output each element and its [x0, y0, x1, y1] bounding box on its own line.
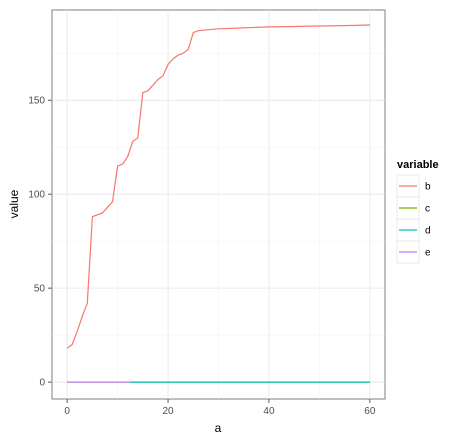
legend-label-b: b [425, 182, 431, 193]
legend-title: variable [397, 159, 439, 171]
x-tick-label: 0 [64, 406, 70, 417]
y-tick-label: 0 [39, 378, 45, 389]
series-layer [66, 24, 370, 383]
y-tick-label: 100 [28, 190, 45, 201]
x-axis-title: a [215, 421, 222, 435]
y-tick-label: 50 [34, 284, 46, 295]
x-tick-label: 20 [162, 406, 174, 417]
legend-label-c: c [425, 204, 430, 215]
x-tick-label: 40 [263, 406, 275, 417]
legend-label-e: e [425, 248, 431, 259]
y-tick-label: 150 [28, 96, 45, 107]
grid [52, 10, 385, 399]
x-tick-label: 60 [364, 406, 376, 417]
series-line-b [66, 24, 370, 349]
y-axis-ticks: 0 50 100 150 [28, 96, 52, 389]
y-axis-title: value [7, 189, 21, 218]
x-axis-ticks: 0 20 40 60 [64, 399, 376, 417]
legend-label-d: d [425, 226, 431, 237]
